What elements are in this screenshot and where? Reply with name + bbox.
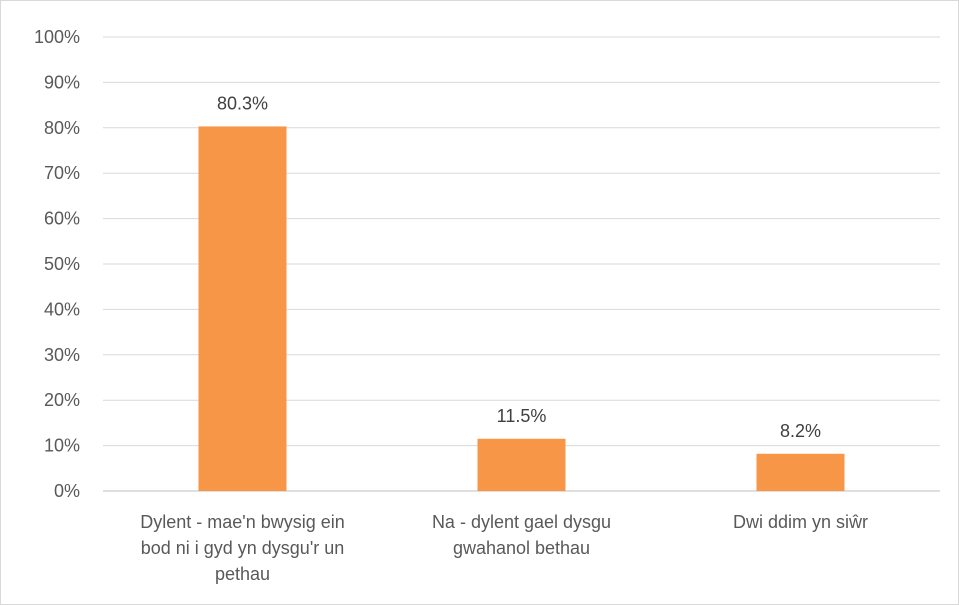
data-label: 8.2% — [780, 421, 821, 441]
y-tick-label: 70% — [44, 163, 80, 183]
x-tick-label: Na - dylent gael dysgu — [432, 512, 611, 532]
y-tick-label: 80% — [44, 118, 80, 138]
x-tick-label: pethau — [215, 564, 270, 584]
bar[interactable] — [198, 126, 287, 492]
data-label: 11.5% — [497, 406, 547, 426]
y-tick-label: 10% — [44, 436, 80, 456]
x-tick-label: Dwi ddim yn siŵr — [733, 512, 868, 532]
data-label: 80.3% — [217, 93, 268, 113]
y-tick-label: 50% — [44, 254, 80, 274]
x-tick-label: bod ni i gyd yn dysgu'r un — [141, 538, 345, 558]
y-tick-label: 100% — [34, 27, 80, 47]
y-tick-label: 0% — [54, 481, 80, 501]
y-tick-label: 60% — [44, 209, 80, 229]
x-tick-label: Dylent - mae'n bwysig ein — [140, 512, 345, 532]
x-tick-label: gwahanol bethau — [453, 538, 590, 558]
y-tick-label: 90% — [44, 72, 80, 92]
y-tick-label: 20% — [44, 390, 80, 410]
bar[interactable] — [477, 438, 566, 491]
bar[interactable] — [756, 453, 845, 491]
y-tick-label: 40% — [44, 299, 80, 319]
y-tick-label: 30% — [44, 345, 80, 365]
